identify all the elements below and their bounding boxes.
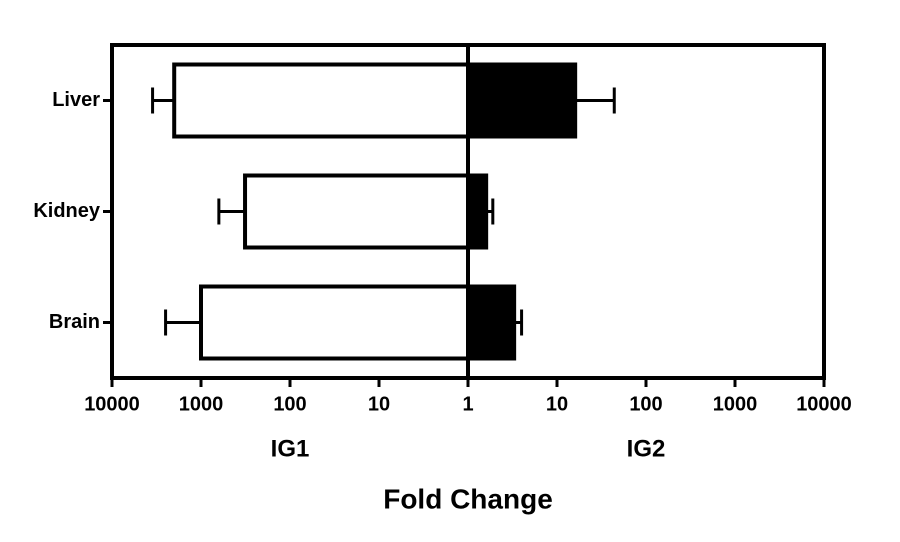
x-tick-label: 10000 [796,393,852,415]
x-tick-label: 100 [629,393,662,415]
x-tick-label: 10 [368,393,390,415]
bar [466,173,489,250]
bar [466,62,578,139]
series-label: IG1 [271,435,310,462]
error-bar [217,198,246,225]
y-tick-label: Kidney [33,200,101,222]
error-bar [164,309,201,336]
x-axis-label: Fold Change [383,483,553,514]
bar [466,284,517,361]
x-tick-label: 10 [546,393,568,415]
x-tick-label: 1000 [713,393,758,415]
error-bar [575,87,616,114]
error-bar [151,87,175,114]
y-tick-label: Brain [49,311,100,333]
x-tick-label: 1000 [179,393,224,415]
x-tick-label: 100 [273,393,306,415]
bar [172,62,470,139]
y-tick-label: Liver [52,89,100,111]
series-label: IG2 [627,435,666,462]
x-tick-label: 10000 [84,393,140,415]
x-tick-label: 1 [462,393,473,415]
bar [243,173,470,250]
bar [199,284,470,361]
